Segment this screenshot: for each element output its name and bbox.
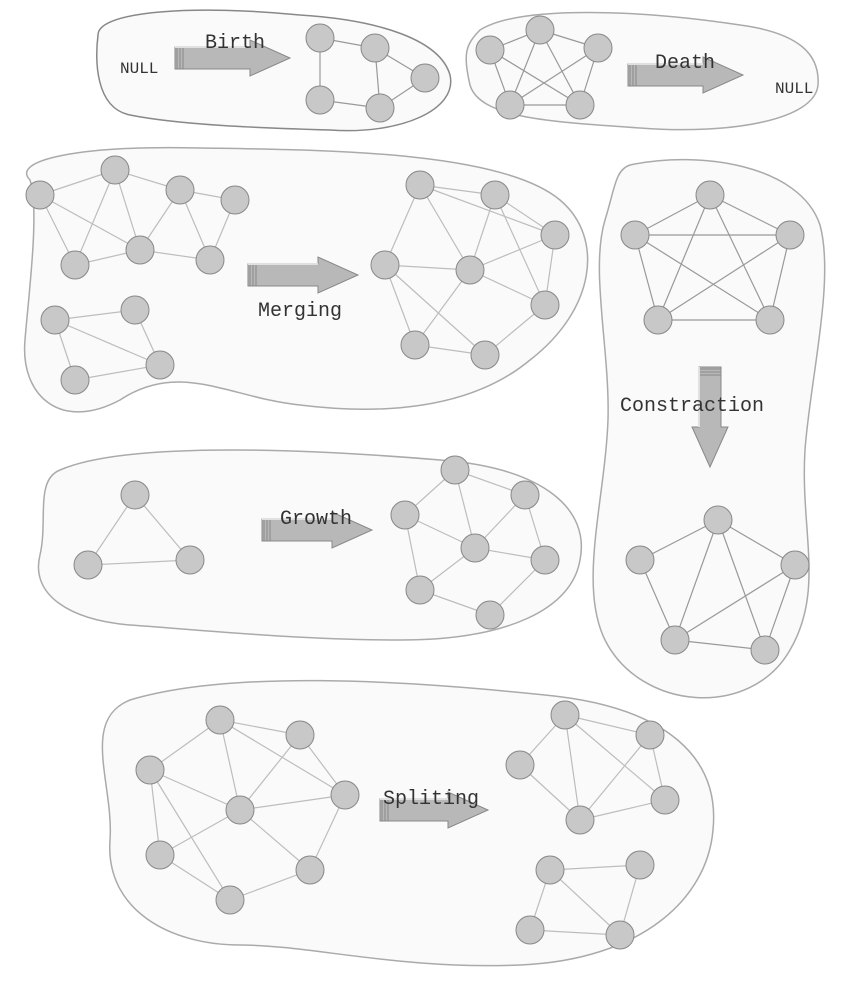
label-birth: Birth [205,32,265,55]
label-growth: Growth [280,508,352,531]
label-null-death: NULL [775,80,813,98]
label-null-birth: NULL [120,60,158,78]
label-merging: Merging [258,300,342,323]
label-constraction: Constraction [620,395,764,418]
diagram-svg [0,0,844,1000]
diagram-canvas: Birth Death Merging Constraction Growth … [0,0,844,1000]
label-death: Death [655,52,715,75]
label-spliting: Spliting [383,788,479,811]
